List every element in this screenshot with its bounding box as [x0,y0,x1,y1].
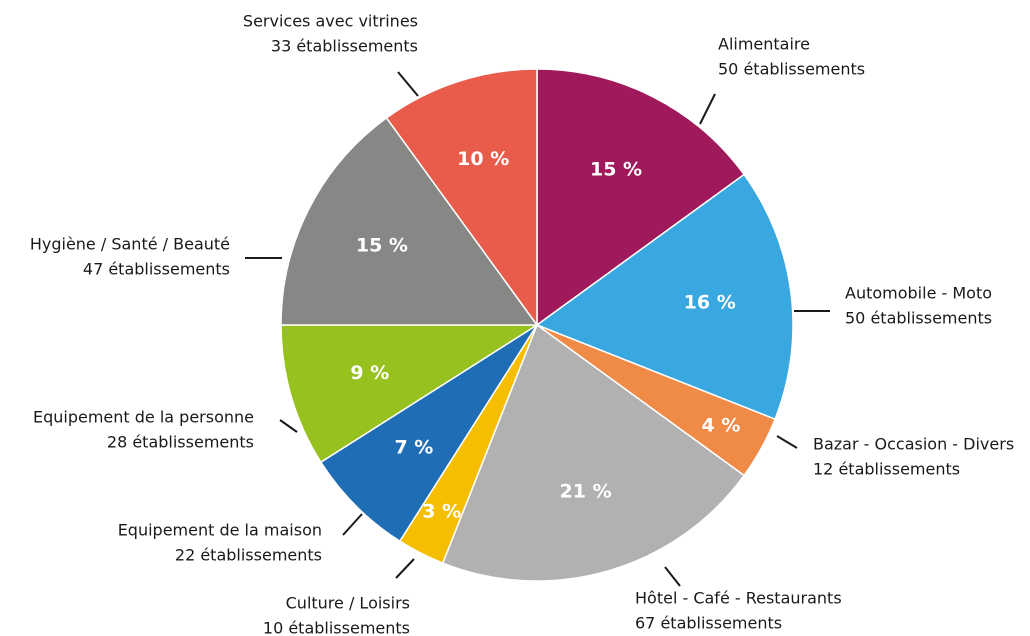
value-label: 16 % [684,292,736,314]
leader-line [342,513,363,536]
leader-line [395,558,415,579]
value-label: 4 % [702,415,741,437]
leader-line [776,435,798,449]
category-label: Automobile - Moto [845,284,992,303]
value-label: 7 % [394,437,433,459]
count-label: 33 établissements [271,37,418,56]
pie-slice [280,116,539,326]
category-label: Hygiène / Santé / Beauté [30,235,230,254]
pie-slice [441,323,746,582]
category-label: Equipement de la maison [118,521,322,540]
count-label: 28 établissements [107,433,254,452]
count-label: 67 établissements [635,614,782,633]
value-label: 21 % [560,481,612,503]
count-label: 22 établissements [175,546,322,565]
count-label: 10 établissements [263,619,410,636]
leader-line [279,419,298,433]
pie-slice [535,173,794,421]
count-label: 50 établissements [845,309,992,328]
category-label: Bazar - Occasion - Divers [813,435,1014,454]
leader-line [699,93,716,125]
value-label: 10 % [457,148,509,170]
category-label: Hôtel - Café - Restaurants [635,589,842,608]
pie-slice [319,324,538,543]
leader-line [664,566,681,587]
pie-slice [536,68,746,327]
value-label: 3 % [422,501,461,523]
category-label: Alimentaire [718,35,810,54]
count-label: 47 établissements [83,260,230,279]
category-label: Services avec vitrines [243,12,418,31]
category-label: Equipement de la personne [33,408,254,427]
pie-slice [385,68,538,328]
value-label: 15 % [590,158,642,180]
category-label: Culture / Loisirs [286,594,410,613]
leader-line [397,71,419,97]
pie-slice [280,324,540,464]
value-label: 9 % [350,362,389,384]
count-label: 50 établissements [718,60,865,79]
value-label: 15 % [356,234,408,256]
count-label: 12 établissements [813,460,960,479]
